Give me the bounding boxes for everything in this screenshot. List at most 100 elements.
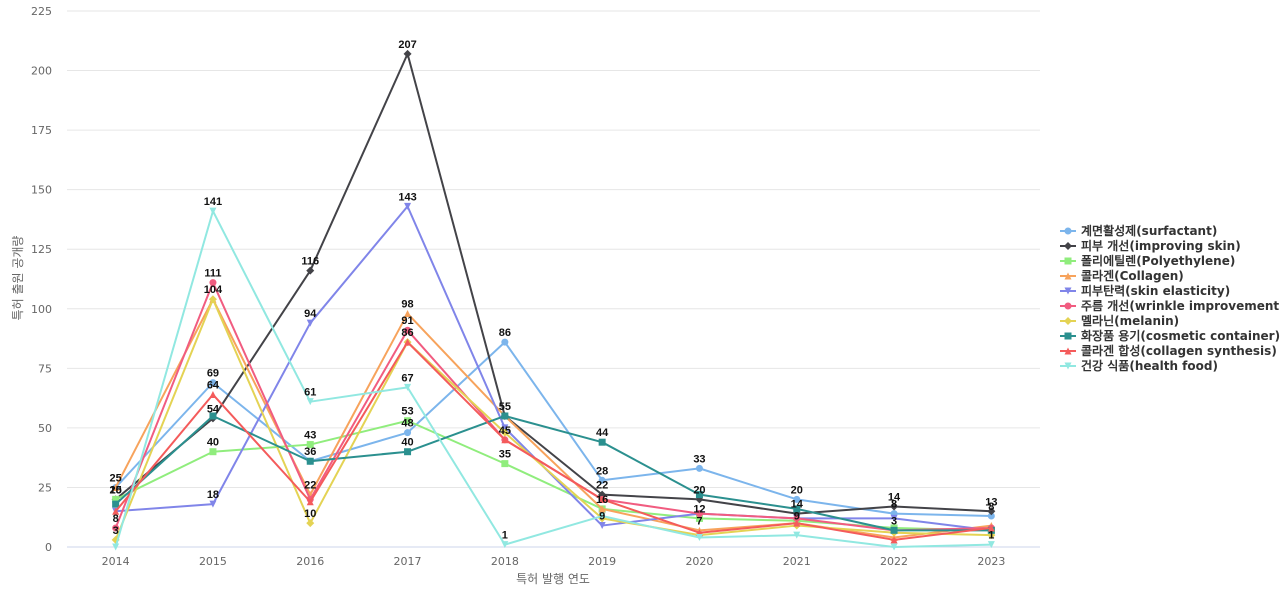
data-label: 40 — [401, 437, 413, 449]
x-tick-label: 2021 — [783, 555, 811, 568]
data-label: 86 — [499, 327, 511, 339]
data-point — [209, 500, 217, 508]
data-point — [112, 524, 120, 532]
data-label: 53 — [401, 406, 413, 418]
data-point — [306, 498, 314, 506]
data-point — [404, 326, 412, 334]
data-point — [598, 495, 606, 503]
data-label: 45 — [499, 425, 511, 437]
legend-label: 콜라겐 합성(collagen synthesis) — [1081, 343, 1277, 358]
data-point — [404, 310, 412, 318]
y-tick-label: 150 — [31, 184, 52, 197]
y-tick-label: 100 — [31, 303, 52, 316]
legend-item[interactable]: 폴리에틸렌(Polyethylene) — [1060, 253, 1235, 268]
data-point — [112, 507, 120, 515]
y-tick-label: 50 — [38, 422, 52, 435]
data-point — [695, 491, 703, 499]
legend-marker — [1064, 347, 1072, 355]
series-line — [114, 281, 992, 532]
data-label: 61 — [304, 387, 316, 399]
data-point — [306, 441, 314, 449]
legend-label: 화장품 용기(cosmetic container) — [1081, 328, 1280, 343]
legend-item[interactable]: 주름 개선(wrinkle improvement) — [1060, 298, 1280, 313]
legend-item[interactable]: 콜라겐(Collagen) — [1060, 268, 1184, 283]
legend-item[interactable]: 멜라닌(melanin) — [1060, 313, 1179, 328]
data-point — [987, 541, 995, 549]
data-point — [793, 514, 801, 522]
legend-item[interactable]: 계면활성제(surfactant) — [1060, 223, 1217, 238]
legend-marker — [1064, 362, 1072, 370]
series-9 — [112, 207, 995, 551]
data-label: 64 — [207, 380, 220, 392]
series-line — [115, 52, 992, 515]
y-tick-label: 75 — [38, 362, 52, 375]
series-line — [114, 414, 992, 532]
data-label: 1 — [502, 530, 508, 542]
legend-marker — [1064, 287, 1072, 295]
y-tick-label: 175 — [31, 124, 52, 137]
y-axis-title: 특허 출원 공개량 — [11, 236, 25, 321]
x-tick-label: 2019 — [588, 555, 616, 568]
data-point — [404, 429, 412, 437]
legend-label: 멜라닌(melanin) — [1081, 313, 1179, 328]
legend-item[interactable]: 콜라겐 합성(collagen synthesis) — [1060, 343, 1277, 358]
data-point — [890, 502, 899, 511]
data-label: 20 — [791, 484, 803, 496]
data-point — [501, 424, 509, 432]
legend-label: 피부탄력(skin elasticity) — [1081, 283, 1230, 298]
data-label: 14 — [791, 499, 804, 511]
data-label: 28 — [596, 465, 608, 477]
data-point — [501, 436, 509, 444]
series-line — [114, 298, 992, 541]
data-point — [112, 483, 120, 491]
data-point — [695, 514, 703, 522]
data-point — [695, 510, 703, 518]
legend-marker — [1064, 257, 1072, 265]
data-point — [987, 512, 995, 520]
data-point — [306, 519, 315, 528]
data-point — [987, 507, 996, 516]
data-label: 36 — [304, 446, 316, 458]
legend: 계면활성제(surfactant)피부 개선(improving skin)폴리… — [1060, 223, 1280, 373]
legend-item[interactable]: 피부탄력(skin elasticity) — [1060, 283, 1230, 298]
data-label: 20 — [693, 484, 705, 496]
series-6 — [111, 295, 996, 544]
y-tick-label: 125 — [31, 243, 52, 256]
legend-label: 계면활성제(surfactant) — [1081, 223, 1217, 238]
data-label: 111 — [204, 268, 221, 280]
data-label: 54 — [207, 403, 220, 415]
legend-item[interactable]: 화장품 용기(cosmetic container) — [1060, 328, 1280, 343]
data-label: 48 — [401, 418, 413, 430]
data-point — [598, 438, 606, 446]
series-line — [114, 298, 992, 539]
data-label: 15 — [110, 484, 122, 496]
x-tick-label: 2022 — [880, 555, 908, 568]
data-point — [501, 541, 509, 549]
legend-label: 건강 식품(health food) — [1081, 358, 1218, 373]
data-point — [209, 412, 217, 420]
data-label: 98 — [401, 299, 413, 311]
data-point — [598, 476, 606, 484]
data-label-layer: 2520158354406964104111141181169461433622… — [110, 39, 998, 542]
y-tick-label: 200 — [31, 65, 52, 78]
legend-item[interactable]: 피부 개선(improving skin) — [1060, 238, 1241, 253]
data-point — [208, 295, 217, 304]
data-point — [404, 417, 412, 425]
data-point — [306, 266, 315, 275]
data-label: 14 — [888, 492, 901, 504]
data-label: 18 — [207, 489, 219, 501]
x-tick-label: 2023 — [977, 555, 1005, 568]
data-label: 22 — [596, 480, 608, 492]
data-point — [404, 383, 412, 391]
data-label: 141 — [204, 196, 222, 208]
data-label: 67 — [401, 372, 413, 384]
legend-marker — [1064, 272, 1072, 280]
data-point — [890, 536, 898, 544]
data-point — [306, 319, 314, 327]
legend-marker — [1064, 332, 1072, 340]
legend-item[interactable]: 건강 식품(health food) — [1060, 358, 1218, 373]
data-point — [501, 460, 509, 468]
legend-marker — [1064, 317, 1072, 325]
